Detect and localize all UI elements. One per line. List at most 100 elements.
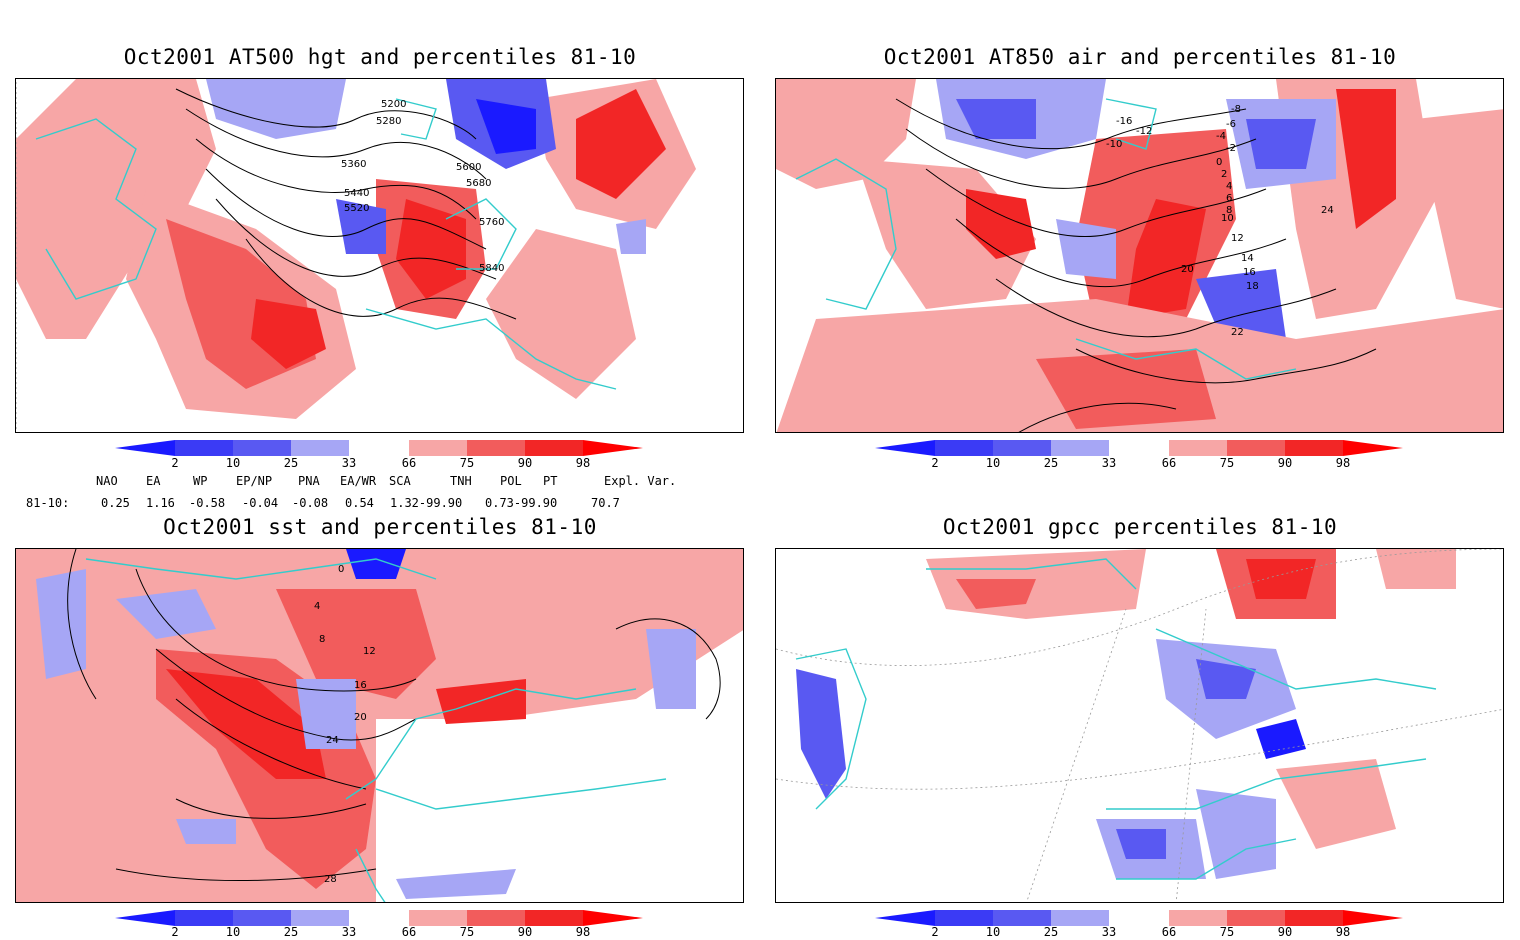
contour-label: 5280 <box>376 116 401 127</box>
panel-title-sst: Oct2001 sst and percentiles 81-10 <box>163 515 597 539</box>
anomaly-region <box>251 299 326 369</box>
colorbar-swatch <box>1285 440 1343 456</box>
colorbar-swatch <box>935 440 993 456</box>
contour-label: 5760 <box>479 217 504 228</box>
contour-label: 5680 <box>466 178 491 189</box>
colorbar-swatch <box>349 440 409 456</box>
panel-title-hgt: Oct2001 AT500 hgt and percentiles 81-10 <box>123 45 637 69</box>
anomaly-region <box>796 669 846 799</box>
contour-label: -2 <box>1226 143 1236 154</box>
colorbar-label: 25 <box>283 456 299 470</box>
colorbar-label: 10 <box>225 456 241 470</box>
anomaly-region <box>616 219 646 254</box>
anomaly-region <box>1056 219 1116 279</box>
contour-label: 16 <box>354 680 367 691</box>
colorbar-label: 75 <box>1219 456 1235 470</box>
colorbar-swatch <box>1169 440 1227 456</box>
coastline <box>85 558 437 580</box>
anomaly-region <box>576 89 666 199</box>
contour-label: 0 <box>1216 157 1222 168</box>
contour-line <box>895 98 1247 150</box>
anomaly-region <box>396 199 466 299</box>
colorbar-label: 66 <box>1161 925 1177 939</box>
contour-labels-air: -16 -12 -10 -8 -6 -4 -2 0 2 4 6 8 10 12 … <box>1106 104 1334 338</box>
colorbar-swatch <box>1285 910 1343 926</box>
index-value: -0.58 <box>189 496 226 510</box>
colorbar-label: 75 <box>459 456 475 470</box>
anomaly-region <box>176 819 236 844</box>
coastline <box>795 158 897 310</box>
colorbar-swatch <box>115 440 175 456</box>
colorbar-svg <box>115 440 643 456</box>
colorbar-label: 10 <box>985 925 1001 939</box>
panel-title-air: Oct2001 AT850 air and percentiles 81-10 <box>883 45 1397 69</box>
teleconnection-indices: NAO EA WP EP/NP PNA EA/WR SCA TNH POL PT… <box>0 474 760 514</box>
anomaly-region <box>1376 549 1456 589</box>
coastline <box>445 198 517 270</box>
colorbar-swatch <box>525 910 583 926</box>
anomaly-region <box>486 229 636 399</box>
contour-label: 5600 <box>456 162 481 173</box>
colorbar-label: 10 <box>225 925 241 939</box>
coastline <box>35 118 157 300</box>
contour-label: 5440 <box>344 188 369 199</box>
colorbar-swatch <box>1051 910 1109 926</box>
contour-label: -6 <box>1226 119 1236 130</box>
colorbar-swatch <box>993 440 1051 456</box>
index-header: SCA <box>389 474 411 488</box>
panel-title-gpcc: Oct2001 gpcc percentiles 81-10 <box>942 515 1338 539</box>
colorbar-label: 33 <box>341 456 357 470</box>
anomaly-region <box>1256 719 1306 759</box>
contour-line <box>175 798 367 819</box>
index-header: Expl. Var. <box>604 474 677 488</box>
contour-label: 4 <box>1226 181 1232 192</box>
contour-label: 22 <box>1231 327 1244 338</box>
coastline <box>355 848 386 902</box>
colorbar-swatch <box>291 910 349 926</box>
anomaly-region <box>116 589 216 639</box>
anomaly-region <box>476 99 536 154</box>
contour-label: 6 <box>1226 193 1232 204</box>
contour-label: 0 <box>338 564 344 575</box>
anomaly-region <box>956 579 1036 609</box>
contour-label: 5840 <box>479 263 504 274</box>
contour-label: 20 <box>354 712 367 723</box>
colorbar-swatch <box>467 910 525 926</box>
contour-label: 4 <box>314 601 320 612</box>
index-header: EA <box>146 474 161 488</box>
index-value: 0.73-99.90 <box>485 496 558 510</box>
index-value: 70.7 <box>591 496 620 510</box>
colorbar-label: 25 <box>1043 925 1059 939</box>
contour-label: -12 <box>1136 126 1152 137</box>
contour-line <box>215 198 497 280</box>
anomaly-region <box>1116 829 1166 859</box>
index-value: -0.08 <box>292 496 329 510</box>
contour-label: 2 <box>1221 169 1227 180</box>
contour-label: 24 <box>1321 205 1334 216</box>
colorbar-swatch <box>1109 910 1169 926</box>
coastline <box>1105 98 1157 150</box>
contour-label: 8 <box>1226 205 1232 216</box>
colorbar-swatch <box>233 440 291 456</box>
anomaly-region <box>1336 89 1396 229</box>
colorbar-svg <box>115 910 643 926</box>
colorbar-label: 90 <box>1277 456 1293 470</box>
colorbar-swatch <box>175 910 233 926</box>
contour-line <box>245 238 517 320</box>
map-gpcc <box>776 549 1503 902</box>
colorbar-swatch <box>1227 440 1285 456</box>
anomaly-region <box>36 569 86 679</box>
colorbar-air: 2 10 25 33 66 75 90 98 <box>875 440 1405 472</box>
contour-line <box>925 168 1267 237</box>
colorbar-swatch <box>935 910 993 926</box>
index-value: 0.25 <box>101 496 130 510</box>
contour-label: 20 <box>1181 264 1194 275</box>
index-value: 0.54 <box>345 496 374 510</box>
contour-line <box>905 128 1257 189</box>
colorbar-gpcc: 2 10 25 33 66 75 90 98 <box>875 910 1405 940</box>
anomaly-region <box>166 669 326 779</box>
colorbar-swatch <box>993 910 1051 926</box>
anomaly-region <box>1036 349 1216 429</box>
colorbar-hgt: 2 10 25 33 66 75 90 98 <box>115 440 645 472</box>
colorbar-label: 2 <box>171 456 179 470</box>
